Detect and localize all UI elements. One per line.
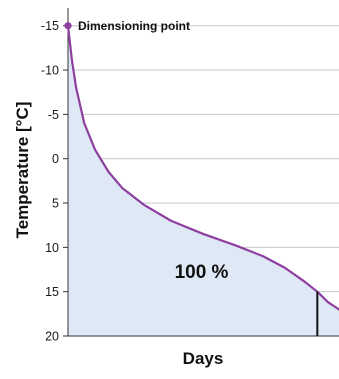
y-tick-label: 15 [45,285,59,299]
y-axis-title: Temperature [°C] [13,102,32,239]
dimensioning-point-label: Dimensioning point [78,19,190,33]
y-tick-label: 20 [45,330,59,344]
x-axis-title: Days [183,349,224,368]
y-tick-label: -10 [41,64,59,78]
y-tick-label: -5 [48,108,59,122]
area-fill [68,25,339,336]
area-layer [68,25,339,336]
temperature-series-line [66,24,339,311]
axis-layer [63,8,339,337]
dimensioning-point-marker [64,22,72,30]
y-tick-label: 5 [52,197,59,211]
series-layer [66,24,339,336]
y-tick-label: -15 [41,19,59,33]
y-tick-label: 0 [52,152,59,166]
area-percent-label: 100 % [175,262,229,283]
y-tick-label: 10 [45,241,59,255]
annotation-layer: Dimensioning point 100 % [64,19,229,283]
y-tick-labels: -15 -10 -5 0 5 10 15 20 [41,19,59,343]
